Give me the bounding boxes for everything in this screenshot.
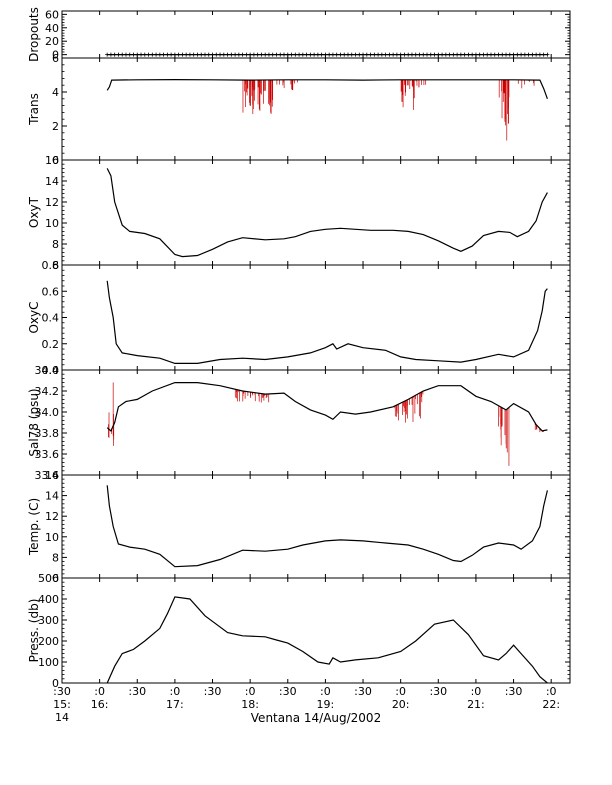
y-tick-label-temp: 6 bbox=[52, 572, 59, 585]
y-tick-label-oxyt: 8 bbox=[52, 238, 59, 251]
y-tick-label-press: 500 bbox=[38, 572, 59, 585]
plot-area-trans bbox=[106, 78, 548, 141]
panel-sal: 33.4 33.6 33.8 34.0 34.2 34.4 Sal78 (psu) bbox=[27, 364, 571, 482]
y-tick-label-temp: 16 bbox=[45, 469, 59, 482]
y-tick-label-oxyc: 0.2 bbox=[42, 338, 60, 351]
y-tick-label-dropouts: 20 bbox=[45, 35, 59, 48]
panel-frame-oxyc bbox=[61, 264, 571, 371]
y-tick-label-oxyc: 0.8 bbox=[42, 259, 60, 272]
series-line-temp bbox=[106, 485, 548, 568]
panel-press: 0 100 200 300 400 500 Press. (db) bbox=[27, 572, 571, 690]
series-line-press bbox=[106, 596, 548, 683]
panel-frame-press bbox=[61, 577, 571, 684]
panel-oxyt: 6 8 10 12 14 16 OxyT bbox=[27, 154, 571, 272]
y-tick-label-press: 200 bbox=[38, 635, 59, 648]
y-tick-label-sal: 33.6 bbox=[35, 448, 60, 461]
x-tick-label: :0 bbox=[170, 685, 181, 698]
series-line-sal bbox=[106, 382, 548, 432]
y-tick-label-sal: 33.8 bbox=[35, 427, 60, 440]
x-tick-label: :30 bbox=[53, 685, 71, 698]
panel-frame-oxyt bbox=[61, 159, 571, 266]
plot-area-oxyc bbox=[106, 280, 548, 364]
y-tick-label-temp: 8 bbox=[52, 551, 59, 564]
y-tick-label-press: 300 bbox=[38, 614, 59, 627]
x-tick-label-hour: 17: bbox=[166, 698, 184, 711]
y-axis-label-dropouts: Dropouts bbox=[27, 7, 41, 62]
y-tick-label-oxyt: 16 bbox=[45, 154, 59, 167]
y-tick-label-press: 0 bbox=[52, 677, 59, 690]
y-tick-label-press: 400 bbox=[38, 593, 59, 606]
series-line-trans bbox=[106, 78, 548, 100]
panel-frame-dropouts bbox=[61, 10, 571, 59]
x-tick-label-hour: 20: bbox=[392, 698, 410, 711]
x-tick-label: :0 bbox=[320, 685, 331, 698]
x-tick-label: :0 bbox=[395, 685, 406, 698]
x-tick-label-hour: 21: bbox=[467, 698, 485, 711]
plot-area-oxyt bbox=[106, 168, 548, 258]
y-tick-label-sal: 34.4 bbox=[35, 364, 60, 377]
x-tick-label: :0 bbox=[94, 685, 105, 698]
x-tick-label: :0 bbox=[471, 685, 482, 698]
x-tick-label: :30 bbox=[204, 685, 222, 698]
y-tick-label-temp: 10 bbox=[45, 531, 59, 544]
chart-panels: 0204060Dropouts0246Trans6810121416OxyT0.… bbox=[27, 7, 571, 690]
series-line-oxyt bbox=[106, 168, 548, 258]
panel-oxyc: 0.0 0.2 0.4 0.6 0.8 OxyC bbox=[27, 259, 571, 377]
y-tick-label-oxyt: 14 bbox=[45, 175, 59, 188]
y-tick-label-sal: 34.2 bbox=[35, 385, 60, 398]
y-tick-label-sal: 33.4 bbox=[35, 469, 60, 482]
plot-area-press bbox=[106, 596, 548, 683]
panel-temp: 6 8 10 12 14 16 Temp. (C) bbox=[27, 469, 571, 585]
panel-trans: 0 2 4 6 Trans bbox=[27, 52, 571, 167]
plot-area-dropouts bbox=[105, 52, 550, 57]
x-tick-label-hour: 22: bbox=[542, 698, 560, 711]
y-tick-label-trans: 6 bbox=[52, 52, 59, 65]
x-tick-label: :30 bbox=[354, 685, 372, 698]
y-tick-label-dropouts: 60 bbox=[45, 8, 59, 21]
y-tick-label-trans: 4 bbox=[52, 86, 59, 99]
y-axis-label-trans: Trans bbox=[27, 93, 41, 126]
y-tick-label-temp: 14 bbox=[45, 490, 59, 503]
x-tick-label: :30 bbox=[128, 685, 146, 698]
panel-frame-temp bbox=[61, 474, 571, 579]
y-tick-label-dropouts: 0 bbox=[52, 49, 59, 62]
x-tick-label: :30 bbox=[279, 685, 297, 698]
y-tick-label-oxyt: 12 bbox=[45, 196, 59, 209]
x-tick-label-hour: 18: bbox=[241, 698, 259, 711]
x-tick-label-hour: 15: bbox=[53, 698, 71, 711]
x-tick-label: :30 bbox=[505, 685, 523, 698]
y-tick-label-dropouts: 40 bbox=[45, 22, 59, 35]
x-tick-label: :0 bbox=[245, 685, 256, 698]
y-tick-label-oxyc: 0.0 bbox=[42, 364, 60, 377]
y-tick-label-sal: 34.0 bbox=[35, 406, 60, 419]
y-axis-label-oxyt: OxyT bbox=[27, 196, 41, 228]
series-line-oxyc bbox=[106, 280, 548, 364]
plot-area-sal bbox=[106, 382, 548, 466]
x-axis: :3015:14:016::30:017::30:018::30:019::30… bbox=[53, 685, 560, 724]
panel-frame-trans bbox=[61, 57, 571, 161]
y-axis-label-press: Press. (db) bbox=[27, 599, 41, 663]
y-axis-label-oxyc: OxyC bbox=[27, 301, 41, 333]
y-tick-label-trans: 2 bbox=[52, 120, 59, 133]
y-tick-label-oxyc: 0.6 bbox=[42, 285, 60, 298]
x-tick-label: :0 bbox=[546, 685, 557, 698]
y-tick-label-trans: 0 bbox=[52, 154, 59, 167]
y-tick-label-press: 100 bbox=[38, 656, 59, 669]
x-tick-label: :30 bbox=[429, 685, 447, 698]
panel-frame-sal bbox=[61, 369, 571, 476]
y-tick-label-oxyt: 6 bbox=[52, 259, 59, 272]
y-tick-label-oxyc: 0.4 bbox=[42, 312, 60, 325]
y-axis-label-temp: Temp. (C) bbox=[27, 498, 41, 556]
y-axis-label-sal: Sal78 (psu) bbox=[27, 388, 41, 456]
plot-area-temp bbox=[106, 485, 548, 568]
x-tick-label-day: 14 bbox=[55, 711, 69, 724]
y-tick-label-temp: 12 bbox=[45, 510, 59, 523]
x-axis-label: Ventana 14/Aug/2002 bbox=[251, 711, 381, 725]
y-tick-label-oxyt: 10 bbox=[45, 217, 59, 230]
x-tick-label-hour: 19: bbox=[317, 698, 335, 711]
x-tick-label-hour: 16: bbox=[91, 698, 109, 711]
